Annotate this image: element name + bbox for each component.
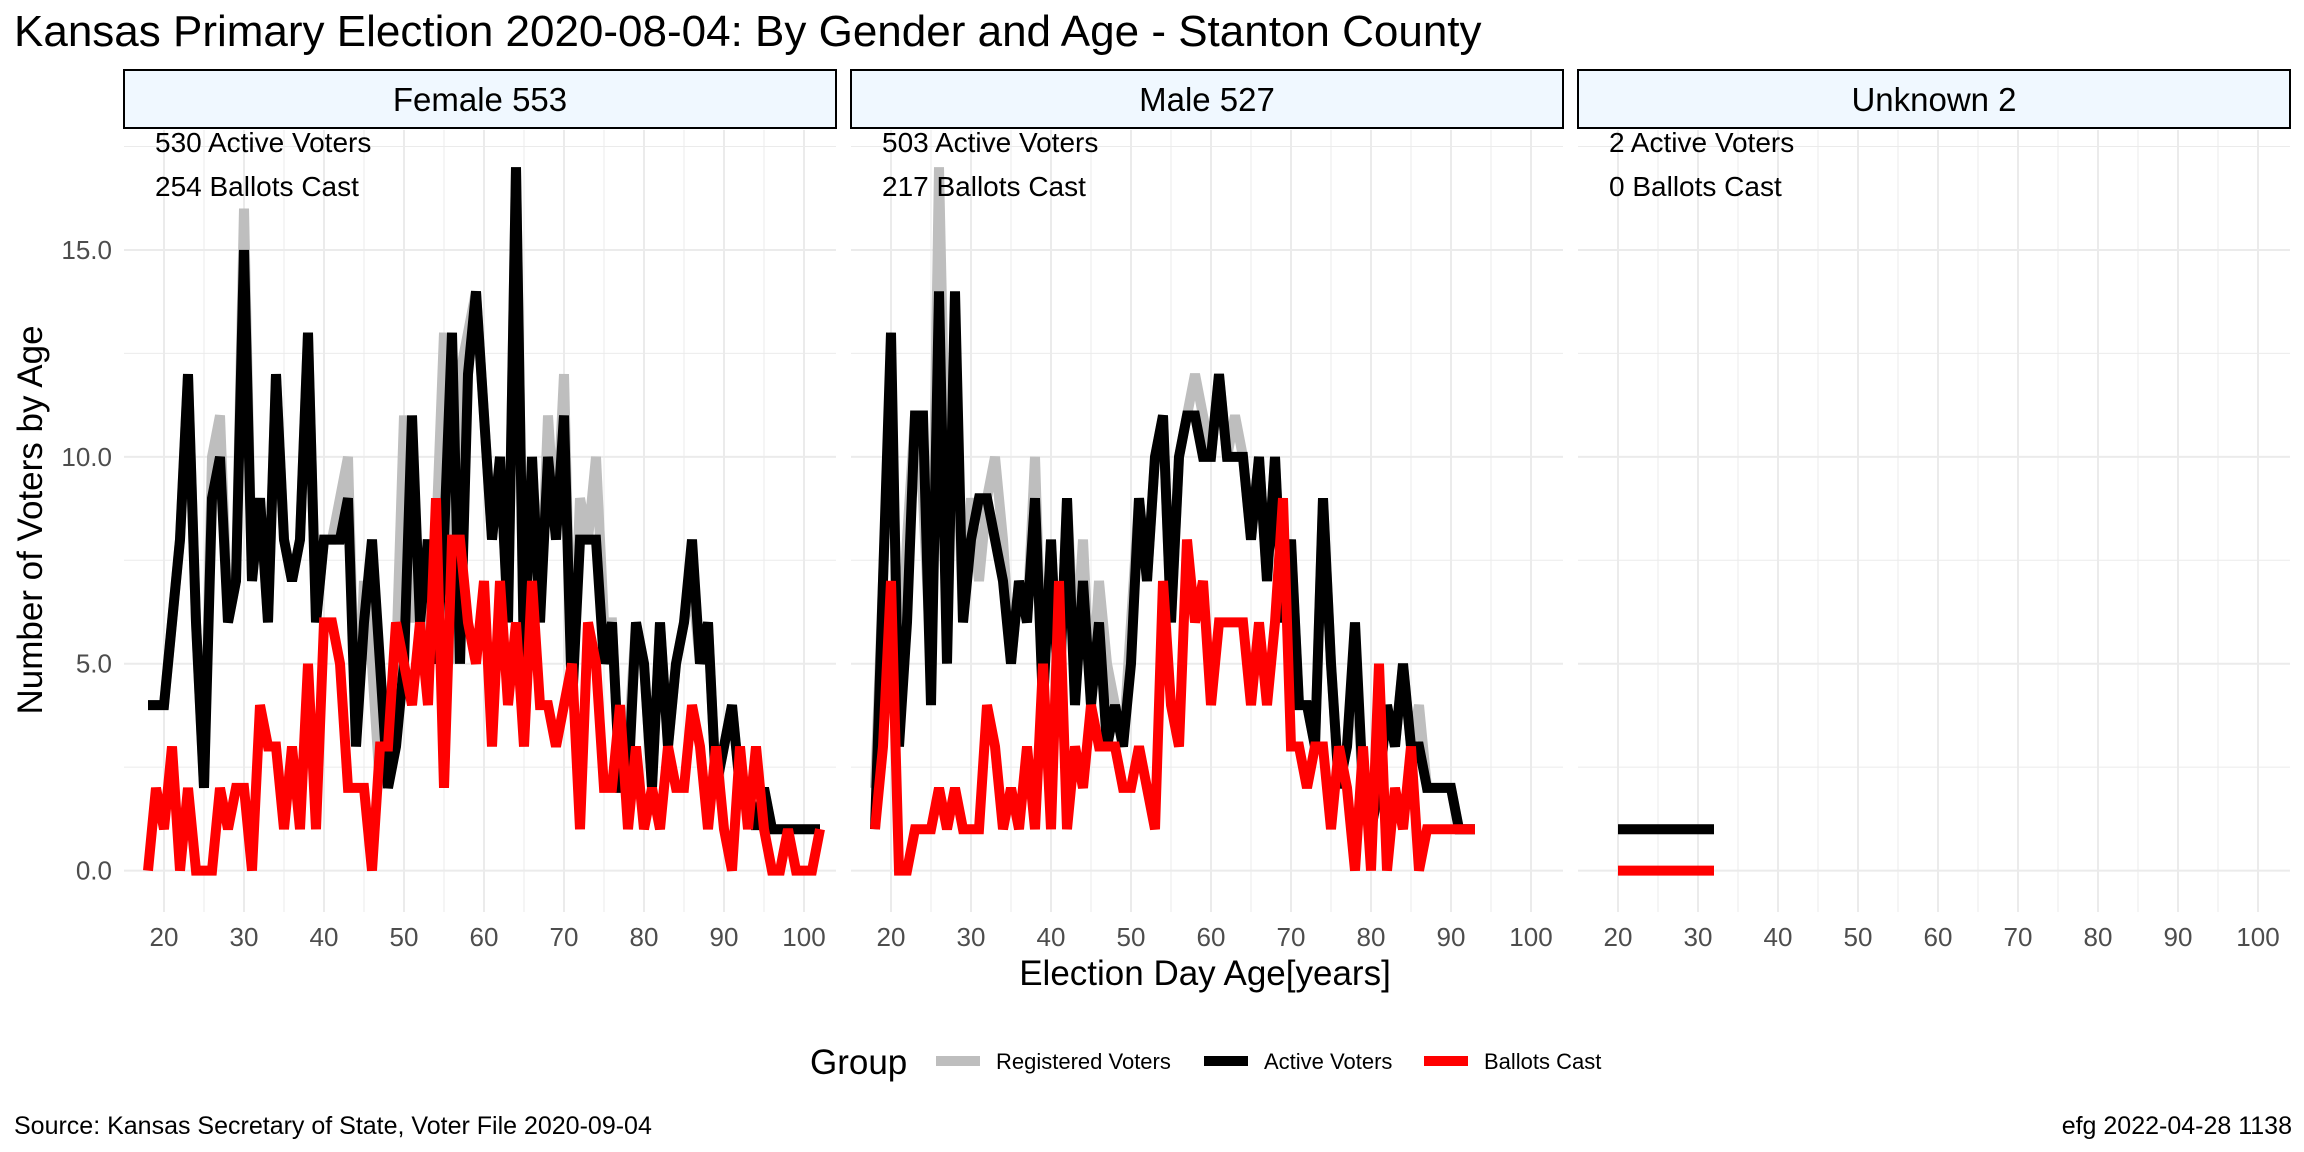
panel-annotation: 530 Active Voters [155, 127, 371, 158]
facet-panel: Unknown 2 2 Active Voters 0 Ballots Cast [1577, 69, 2291, 912]
x-tick-label: 60 [470, 922, 499, 952]
x-tick-label: 20 [150, 922, 179, 952]
series-line-ballots-cast [870, 497, 1475, 876]
facet-panel: Male 527 503 Active Voters 217 Ballots Cas… [850, 69, 1564, 912]
facet-label: Male 527 [1139, 81, 1275, 118]
x-tick-label: 50 [1844, 922, 1873, 952]
legend: Group Registered Voters Active Voters Ballo… [810, 1043, 1601, 1082]
x-tick-label: 20 [877, 922, 906, 952]
x-tick-label: 40 [310, 922, 339, 952]
series-line-ballots-cast [143, 498, 825, 876]
x-tick-label: 80 [1357, 922, 1386, 952]
facet-strip [123, 69, 837, 129]
panel-annotation: 0 Ballots Cast [1609, 171, 1782, 202]
x-tick-label: 40 [1037, 922, 1066, 952]
x-tick-label: 70 [1277, 922, 1306, 952]
x-tick-label: 30 [957, 922, 986, 952]
x-tick-label: 60 [1197, 922, 1226, 952]
x-tick-label: 80 [630, 922, 659, 952]
y-tick-label: 0.0 [76, 856, 112, 886]
y-tick-label: 5.0 [76, 649, 112, 679]
timestamp-caption: efg 2022-04-28 1138 [2062, 1112, 2292, 1140]
x-tick-label: 100 [1509, 922, 1552, 952]
x-axis-title: Election Day Age[years] [1019, 954, 1391, 993]
x-tick-label: 100 [2236, 922, 2279, 952]
x-tick-label: 90 [1437, 922, 1466, 952]
x-tick-label: 50 [1117, 922, 1146, 952]
x-tick-label: 90 [2164, 922, 2193, 952]
x-tick-label: 100 [782, 922, 825, 952]
x-axes: 20 30 40 50 60 70 80 90 100 20 30 40 50 60 70 80 90 100 20… [150, 922, 2280, 952]
legend-label-active-voters: Active Voters [1264, 1049, 1392, 1074]
x-tick-label: 30 [230, 922, 259, 952]
x-tick-label: 70 [550, 922, 579, 952]
x-tick-label: 40 [1764, 922, 1793, 952]
panel-annotation: 2 Active Voters [1609, 127, 1794, 158]
x-tick-label: 30 [1684, 922, 1713, 952]
facet-strip [1577, 69, 2291, 129]
x-tick-label: 60 [1924, 922, 1953, 952]
y-axis: 0.0 5.0 10.0 15.0 [61, 235, 112, 886]
facet-panels: Female 553 530 Active Voters 254 Ballots C… [123, 69, 2291, 912]
x-tick-label: 70 [2004, 922, 2033, 952]
x-tick-label: 80 [2084, 922, 2113, 952]
x-tick-label: 90 [710, 922, 739, 952]
legend-title: Group [810, 1043, 907, 1082]
facet-strip [850, 69, 1564, 129]
panel-annotation: 217 Ballots Cast [882, 171, 1086, 202]
facet-label: Female 553 [393, 81, 567, 118]
x-tick-label: 50 [390, 922, 419, 952]
y-tick-label: 15.0 [61, 235, 112, 265]
legend-label-registered-voters: Registered Voters [996, 1049, 1171, 1074]
facet-panel: Female 553 530 Active Voters 254 Ballots C… [123, 69, 837, 912]
facet-label: Unknown 2 [1851, 81, 2016, 118]
source-caption: Source: Kansas Secretary of State, Voter… [14, 1112, 652, 1140]
series-line-active-voters [148, 167, 820, 835]
chart-title: Kansas Primary Election 2020-08-04: By G… [14, 7, 1482, 56]
y-tick-label: 10.0 [61, 442, 112, 472]
x-tick-label: 20 [1604, 922, 1633, 952]
panel-annotation: 503 Active Voters [882, 127, 1098, 158]
panel-annotation: 254 Ballots Cast [155, 171, 359, 202]
y-axis-title: Number of Voters by Age [11, 325, 50, 714]
legend-label-ballots-cast: Ballots Cast [1484, 1049, 1601, 1074]
